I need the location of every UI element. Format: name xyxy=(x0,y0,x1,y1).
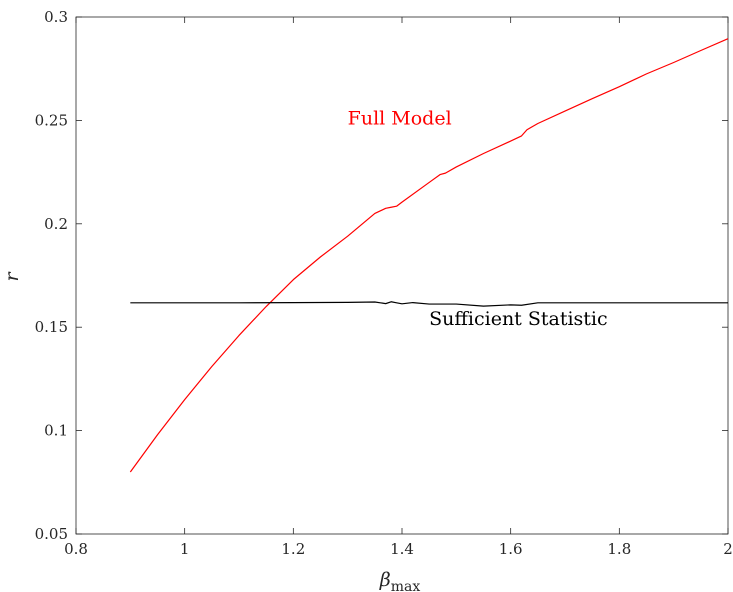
series-group xyxy=(129,38,729,473)
y-axis: 0.05 0.1 0.15 0.2 0.25 0.3 xyxy=(35,8,728,543)
y-tick-label: 0.3 xyxy=(44,8,68,26)
plot-area xyxy=(75,16,729,535)
y-axis-title: r xyxy=(1,271,23,282)
x-tick-label: 2 xyxy=(723,540,733,558)
y-tick-label: 0.25 xyxy=(35,111,68,129)
y-tick-label: 0.05 xyxy=(35,525,68,543)
x-tick-label: 1 xyxy=(180,540,190,558)
series-line-full-model xyxy=(129,38,729,473)
x-axis: 0.8 1 1.2 1.4 1.6 1.8 2 xyxy=(64,17,733,558)
y-tick-label: 0.1 xyxy=(44,422,68,440)
x-tick-label: 0.8 xyxy=(64,540,88,558)
plot-frame xyxy=(75,16,729,535)
annotation-group: Full Model Sufficient Statistic xyxy=(348,108,608,331)
y-tick-label: 0.2 xyxy=(44,215,68,233)
x-tick-label: 1.4 xyxy=(390,540,414,558)
series-line-sufficient-statistic xyxy=(130,301,728,307)
annotation-full-model: Full Model xyxy=(348,108,452,130)
x-tick-label: 1.6 xyxy=(499,540,523,558)
x-axis-title: βmax xyxy=(379,569,421,592)
y-tick-label: 0.15 xyxy=(35,318,68,336)
annotation-sufficient-statistic: Sufficient Statistic xyxy=(429,308,607,330)
x-tick-label: 1.8 xyxy=(607,540,631,558)
x-tick-label: 1.2 xyxy=(281,540,305,558)
